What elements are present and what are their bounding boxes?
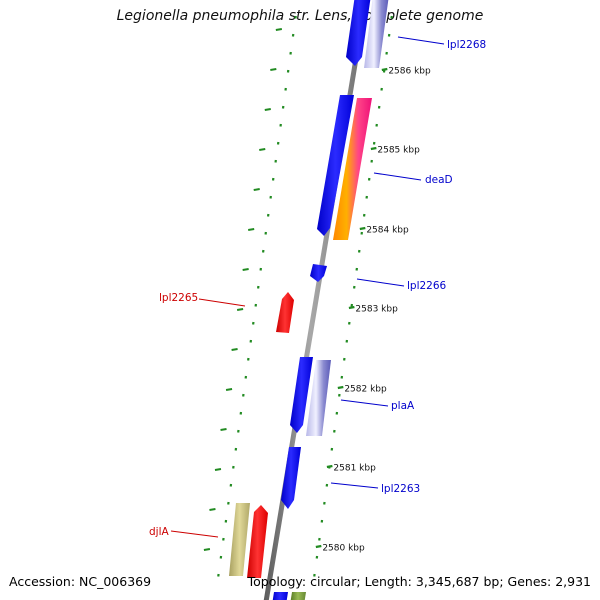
djlA-arrow (247, 505, 268, 578)
inner-tick-mark (242, 268, 249, 271)
inner-tick-mark (214, 468, 222, 471)
lpl2266-arrow (310, 264, 327, 282)
gene-labels: lpl2268 deaD lpl2266 lpl2265 plaA lpl226… (149, 36, 486, 538)
scale-tick-label: 2586 kbp (388, 67, 431, 77)
lpl2268-arrow (346, 0, 371, 66)
genome-backbone (263, 0, 369, 600)
scale-tick-label: 2581 kbp (333, 464, 376, 474)
deaD-leader (373, 172, 422, 181)
accession-label: Accession: NC_006369 (9, 574, 152, 589)
gene-feature-offscreen-bottom[interactable] (272, 592, 306, 600)
inner-tick-mark (248, 228, 255, 231)
gene-feature-lpl2266[interactable] (310, 264, 327, 282)
gene-label-deaD[interactable]: deaD (425, 174, 453, 186)
plaA-arrow (290, 357, 313, 433)
djlA-leader (170, 530, 219, 538)
gene-feature-lpl2268[interactable] (346, 0, 389, 68)
djlA-cog-band (229, 503, 250, 576)
gene-feature-djlA[interactable] (229, 503, 268, 578)
scale-ticks: 2586 kbp 2585 kbp 2584 kbp 2583 kbp 2582 kbp… (203, 28, 431, 554)
scale-tick-mark (359, 226, 366, 231)
scale-tick-mark (348, 305, 355, 310)
scale-tick-label: 2580 kbp (322, 544, 365, 554)
gene-label-lpl2268[interactable]: lpl2268 (447, 39, 486, 51)
lpl2263-arrow (281, 447, 301, 509)
scale-tick-mark (337, 385, 344, 390)
gene-label-lpl2265[interactable]: lpl2265 (159, 292, 198, 304)
inner-tick-mark (253, 188, 260, 191)
inner-tick-mark (236, 308, 244, 311)
gene-feature-plaA[interactable] (290, 357, 331, 436)
inner-tick-mark (259, 148, 266, 151)
scale-tick-mark (381, 67, 388, 72)
scale-tick-mark (326, 464, 333, 469)
inner-tick-mark (275, 28, 283, 31)
lpl2265-leader (198, 298, 246, 307)
offscreen-blue-arrow (272, 592, 288, 600)
scale-tick-mark (370, 146, 377, 151)
offscreen-olive-band (290, 592, 306, 600)
inner-tick-mark (220, 428, 227, 431)
gene-label-djlA[interactable]: djlA (149, 526, 169, 538)
scale-tick-label: 2582 kbp (344, 385, 387, 395)
gene-label-plaA[interactable]: plaA (391, 400, 415, 412)
lpl2266-leader (356, 278, 405, 287)
lpl2268-leader (397, 36, 445, 45)
inner-tick-mark (225, 388, 233, 391)
gene-features (229, 0, 389, 600)
inner-tick-mark (264, 108, 271, 111)
scale-tick-label: 2583 kbp (355, 305, 398, 315)
lpl2268-cog-band (364, 0, 389, 68)
scale-tick-label: 2584 kbp (366, 226, 409, 236)
dotted-track-guides (217, 15, 393, 577)
gene-feature-lpl2265[interactable] (276, 292, 294, 333)
inner-tick-mark (209, 508, 216, 511)
deaD-arrow (317, 95, 354, 236)
deaD-cog-band (333, 98, 372, 240)
inner-tick-mark (231, 348, 238, 351)
gene-feature-deaD[interactable] (317, 95, 372, 240)
plaA-cog-band (306, 360, 331, 436)
plaA-leader (340, 399, 389, 407)
genome-summary-label: Topology: circular; Length: 3,345,687 bp… (247, 574, 591, 589)
gene-label-lpl2266[interactable]: lpl2266 (407, 280, 447, 292)
lpl2265-arrow (276, 292, 294, 333)
inner-tick-mark (270, 68, 277, 71)
lpl2263-leader (330, 482, 379, 489)
scale-tick-label: 2585 kbp (377, 146, 420, 156)
inner-tick-mark (203, 548, 211, 551)
gene-label-lpl2263[interactable]: lpl2263 (381, 483, 420, 495)
map-title: Legionella pneumophila str. Lens, comple… (116, 8, 484, 24)
gene-feature-lpl2263[interactable] (281, 447, 301, 509)
scale-tick-mark (315, 544, 322, 549)
